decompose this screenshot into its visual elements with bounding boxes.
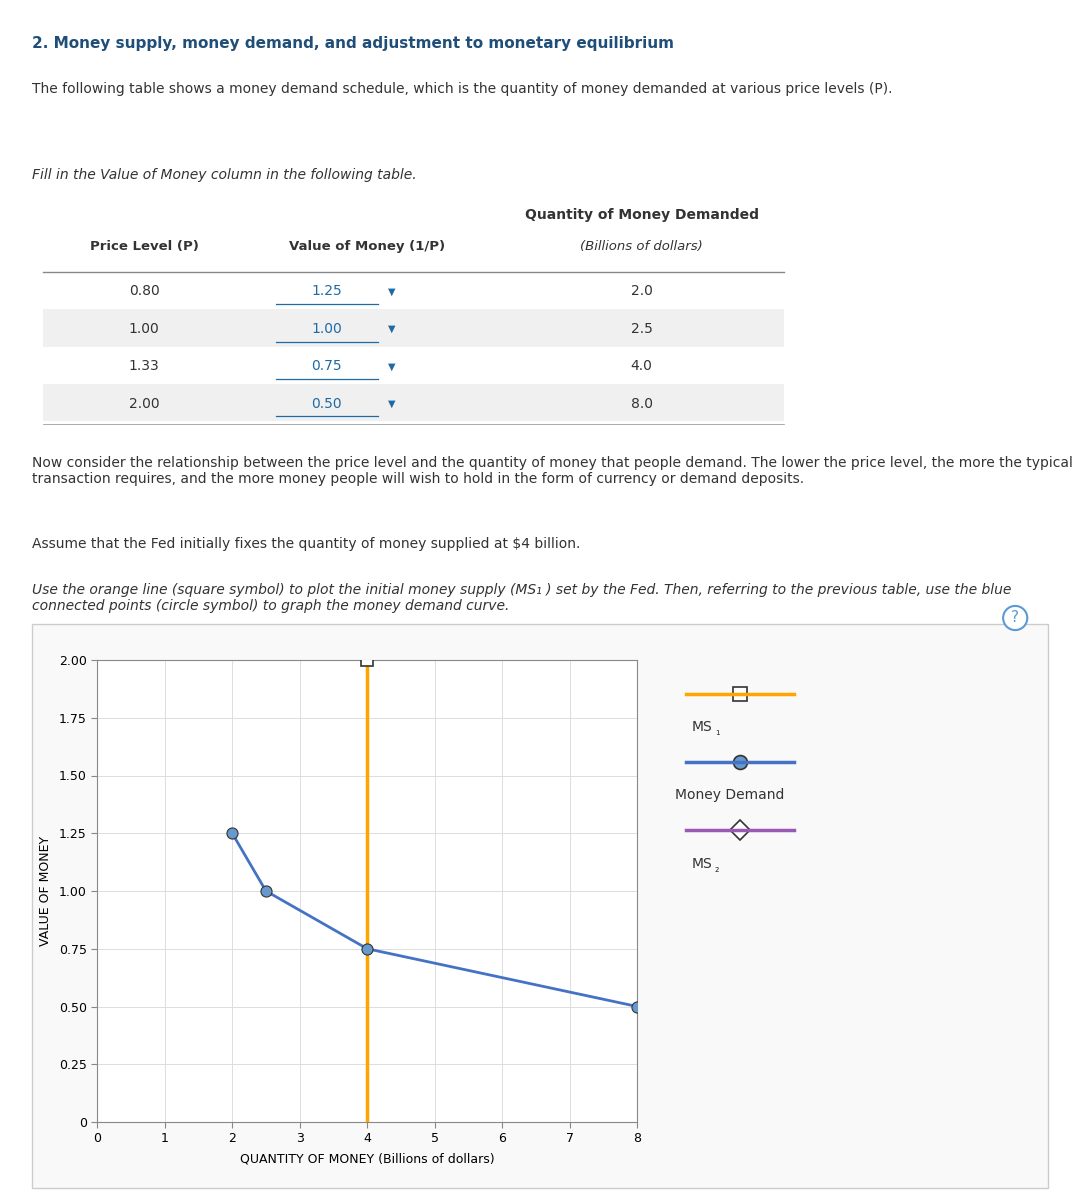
Text: Fill in the Value of Money column in the following table.: Fill in the Value of Money column in the… — [32, 168, 417, 182]
Text: (Billions of dollars): (Billions of dollars) — [580, 240, 703, 253]
Text: 8.0: 8.0 — [631, 397, 652, 410]
Text: Now consider the relationship between the price level and the quantity of money : Now consider the relationship between th… — [32, 456, 1074, 486]
Text: 2.0: 2.0 — [631, 284, 652, 299]
Text: 0.75: 0.75 — [311, 359, 342, 373]
Text: Quantity of Money Demanded: Quantity of Money Demanded — [525, 209, 758, 222]
Text: ▼: ▼ — [388, 287, 395, 296]
Text: The following table shows a money demand schedule, which is the quantity of mone: The following table shows a money demand… — [32, 82, 893, 96]
Text: 1.00: 1.00 — [311, 322, 342, 336]
Text: 1.33: 1.33 — [129, 359, 160, 373]
Text: 0.50: 0.50 — [311, 397, 342, 410]
Text: 2.00: 2.00 — [129, 397, 160, 410]
Text: Money Demand: Money Demand — [675, 788, 784, 803]
Text: MS: MS — [691, 720, 712, 734]
Text: Use the orange line (square symbol) to plot the initial money supply (MS₁ ) set : Use the orange line (square symbol) to p… — [32, 583, 1012, 613]
Text: 1.00: 1.00 — [129, 322, 160, 336]
Text: 0.80: 0.80 — [129, 284, 160, 299]
Text: 1.25: 1.25 — [311, 284, 342, 299]
Text: 2.5: 2.5 — [631, 322, 652, 336]
Text: ?: ? — [1011, 611, 1020, 625]
Text: ▼: ▼ — [388, 398, 395, 409]
Text: 2. Money supply, money demand, and adjustment to monetary equilibrium: 2. Money supply, money demand, and adjus… — [32, 36, 674, 50]
FancyBboxPatch shape — [42, 310, 784, 347]
Text: Price Level (P): Price Level (P) — [90, 240, 199, 253]
Text: ₂: ₂ — [715, 864, 719, 874]
Y-axis label: VALUE OF MONEY: VALUE OF MONEY — [39, 836, 52, 946]
Text: Assume that the Fed initially fixes the quantity of money supplied at $4 billion: Assume that the Fed initially fixes the … — [32, 536, 581, 551]
Text: ▼: ▼ — [388, 361, 395, 371]
Text: Value of Money (1/P): Value of Money (1/P) — [289, 240, 445, 253]
Text: MS: MS — [691, 857, 712, 871]
X-axis label: QUANTITY OF MONEY (Billions of dollars): QUANTITY OF MONEY (Billions of dollars) — [240, 1152, 495, 1165]
FancyBboxPatch shape — [42, 384, 784, 421]
Text: ▼: ▼ — [388, 324, 395, 334]
Text: 4.0: 4.0 — [631, 359, 652, 373]
Text: ₁: ₁ — [715, 727, 719, 737]
